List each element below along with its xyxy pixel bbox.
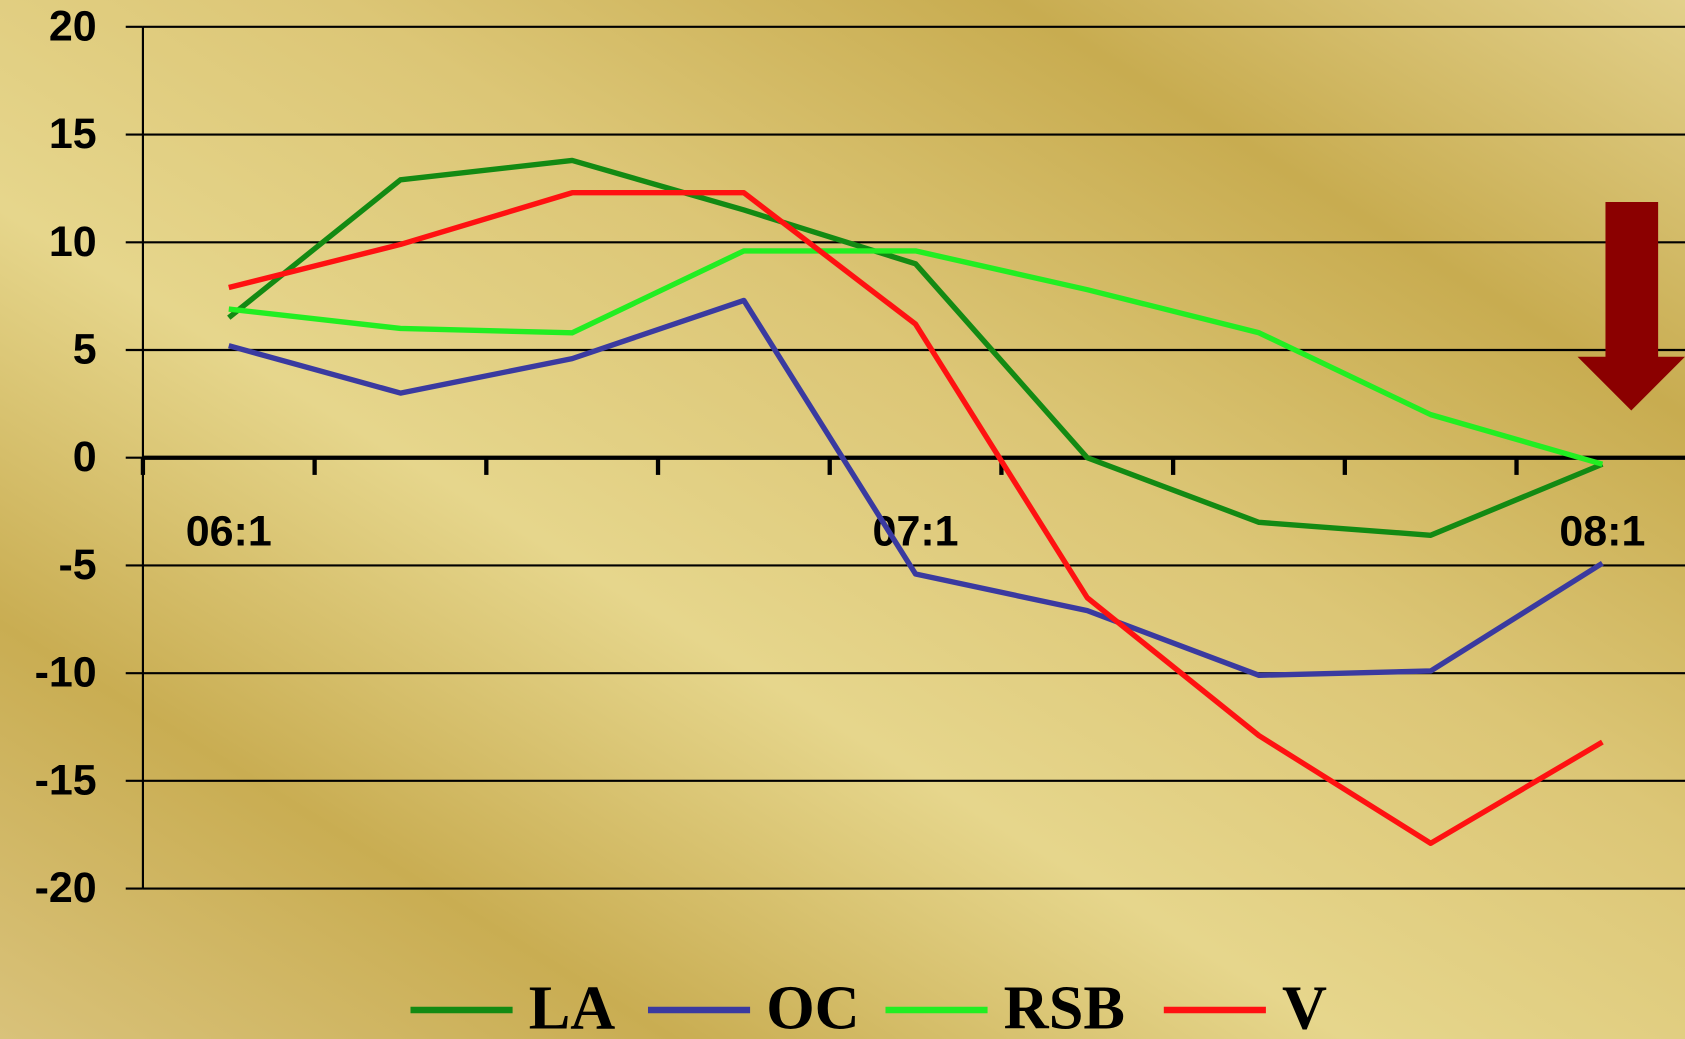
legend-label: RSB	[1004, 974, 1125, 1039]
legend-label: V	[1282, 974, 1327, 1039]
y-tick-label: 10	[49, 218, 97, 266]
plot	[227, 157, 1604, 847]
y-tick-label: 15	[49, 110, 97, 158]
line-series	[227, 157, 1604, 538]
x-tick-label: 06:1	[186, 507, 272, 555]
x-tick-label: 07:1	[873, 507, 959, 555]
y-tick-label: -15	[35, 756, 97, 804]
line-series	[228, 190, 1604, 847]
legend-label: OC	[766, 974, 859, 1039]
line-series	[228, 248, 1604, 467]
arrow	[1577, 201, 1685, 411]
legend: LA OC RSB V	[410, 974, 1327, 1039]
line-series	[228, 297, 1604, 678]
legend-label: LA	[529, 974, 616, 1039]
y-tick-label: 0	[73, 433, 97, 481]
x-tick-label: 08:1	[1559, 507, 1645, 555]
y-tick-label: -20	[35, 864, 97, 912]
y-tick-label: -5	[58, 541, 96, 589]
y-tick-label: -10	[35, 649, 97, 697]
y-tick-label: 20	[49, 2, 97, 50]
y-tick-label: 5	[73, 326, 97, 374]
